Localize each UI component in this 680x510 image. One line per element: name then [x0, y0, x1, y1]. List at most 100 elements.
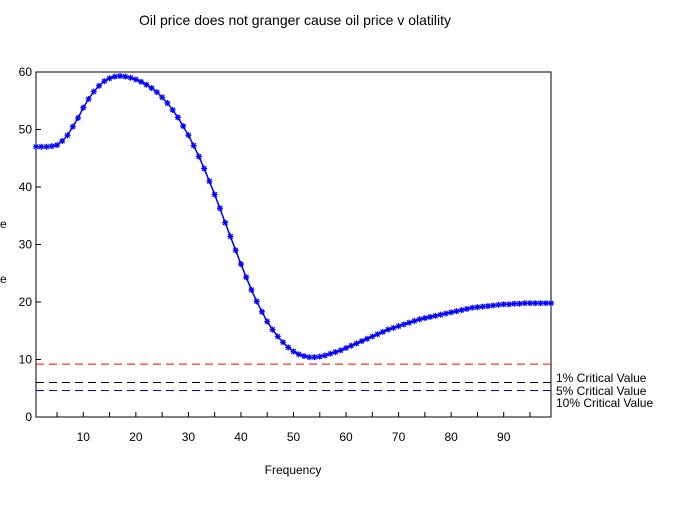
data-point [332, 349, 339, 356]
data-point [442, 310, 449, 317]
data-point [316, 353, 323, 360]
data-point [201, 165, 208, 172]
data-point [379, 328, 386, 335]
data-point [153, 89, 160, 96]
data-point [59, 138, 66, 144]
data-point [138, 78, 145, 85]
data-point [243, 274, 250, 281]
y-tick-label: 50 [19, 123, 33, 137]
data-point [75, 115, 82, 121]
data-point [458, 307, 465, 314]
data-point [511, 300, 518, 307]
data-point [526, 300, 533, 307]
y-tick-label: 10 [19, 353, 33, 367]
data-point [295, 351, 302, 358]
data-point [148, 85, 155, 92]
data-point [479, 303, 486, 310]
data-point [54, 142, 61, 149]
data-point [216, 205, 223, 212]
data-point [122, 73, 129, 80]
data-point [279, 339, 286, 346]
data-point [548, 300, 554, 307]
data-point [364, 335, 371, 342]
data-point [421, 315, 428, 322]
data-point [48, 143, 55, 150]
data-point [521, 300, 528, 307]
data-point [80, 104, 87, 111]
data-point [327, 350, 334, 357]
data-point [432, 312, 439, 319]
y-tick-label: 60 [19, 65, 33, 79]
data-point [222, 219, 229, 226]
data-point [505, 301, 512, 308]
data-point [117, 73, 124, 80]
data-point [33, 143, 39, 150]
data-point [385, 326, 392, 333]
data-point [390, 324, 397, 331]
data-point [258, 308, 265, 315]
data-point [348, 342, 355, 349]
y-axis-label-fragment: e [0, 217, 7, 231]
data-point [490, 302, 497, 309]
data-point [195, 153, 202, 160]
data-point [343, 345, 350, 351]
data-point [69, 123, 76, 130]
data-point [374, 331, 381, 338]
data-point [311, 354, 318, 361]
data-point [143, 81, 150, 88]
data-point [463, 305, 470, 312]
data-point [237, 261, 244, 268]
x-tick-label: 70 [392, 430, 406, 444]
data-point [353, 340, 360, 347]
data-point [537, 300, 544, 307]
data-point [301, 353, 308, 360]
data-point [85, 96, 92, 103]
reference-line-label: 10% Critical Value [556, 396, 653, 410]
data-point [358, 338, 365, 345]
data-point [269, 326, 276, 333]
data-point [406, 319, 413, 326]
plot-frame [35, 71, 552, 418]
data-point [264, 318, 271, 325]
axis-ticks: 0 10 20 30 40 50 60 10 20 30 40 50 60 70 80 90 [19, 65, 531, 444]
data-point [159, 94, 166, 101]
chart-title: Oil price does not granger cause oil pri… [139, 12, 451, 28]
data-point [337, 347, 344, 354]
y-tick-label: 30 [19, 238, 33, 252]
data-point [90, 88, 97, 95]
data-point [206, 178, 213, 185]
data-point [306, 354, 313, 361]
data-point [542, 300, 549, 307]
data-point [416, 316, 423, 323]
data-point [101, 78, 108, 85]
ylabel-fragments: ee [0, 217, 7, 286]
data-point [322, 352, 329, 359]
x-tick-label: 80 [444, 430, 458, 444]
data-point [500, 301, 507, 308]
x-tick-label: 40 [234, 430, 248, 444]
data-point [164, 100, 171, 107]
data-point [369, 333, 376, 340]
data-point [274, 333, 281, 340]
data-point [448, 309, 455, 316]
x-tick-label: 50 [287, 430, 301, 444]
data-point [127, 74, 134, 81]
y-axis-label-fragment: e [0, 272, 7, 286]
data-point [185, 132, 192, 139]
data-point [484, 303, 491, 310]
data-point [495, 301, 502, 308]
y-tick-label: 20 [19, 295, 33, 309]
data-point [437, 311, 444, 318]
data-point [474, 304, 481, 311]
x-tick-label: 20 [129, 430, 143, 444]
data-point [132, 76, 139, 83]
data-point [248, 286, 255, 293]
x-tick-label: 90 [497, 430, 511, 444]
x-tick-label: 60 [339, 430, 353, 444]
data-point [411, 317, 418, 324]
y-tick-label: 0 [25, 410, 32, 424]
x-tick-label: 10 [77, 430, 91, 444]
data-point [190, 142, 197, 149]
